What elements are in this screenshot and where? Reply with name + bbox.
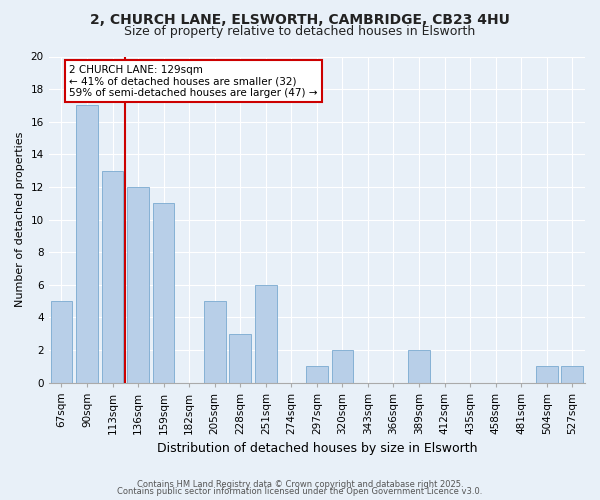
Bar — [127, 187, 149, 382]
Bar — [204, 301, 226, 382]
X-axis label: Distribution of detached houses by size in Elsworth: Distribution of detached houses by size … — [157, 442, 477, 455]
Text: Contains HM Land Registry data © Crown copyright and database right 2025.: Contains HM Land Registry data © Crown c… — [137, 480, 463, 489]
Bar — [306, 366, 328, 382]
Bar — [332, 350, 353, 382]
Bar — [562, 366, 583, 382]
Text: Contains public sector information licensed under the Open Government Licence v3: Contains public sector information licen… — [118, 488, 482, 496]
Bar — [229, 334, 251, 382]
Text: Size of property relative to detached houses in Elsworth: Size of property relative to detached ho… — [124, 25, 476, 38]
Bar — [50, 301, 72, 382]
Text: 2 CHURCH LANE: 129sqm
← 41% of detached houses are smaller (32)
59% of semi-deta: 2 CHURCH LANE: 129sqm ← 41% of detached … — [69, 64, 317, 98]
Bar — [76, 106, 98, 382]
Bar — [255, 284, 277, 382]
Bar — [536, 366, 557, 382]
Bar — [408, 350, 430, 382]
Y-axis label: Number of detached properties: Number of detached properties — [15, 132, 25, 307]
Bar — [153, 203, 175, 382]
Bar — [101, 170, 124, 382]
Text: 2, CHURCH LANE, ELSWORTH, CAMBRIDGE, CB23 4HU: 2, CHURCH LANE, ELSWORTH, CAMBRIDGE, CB2… — [90, 12, 510, 26]
